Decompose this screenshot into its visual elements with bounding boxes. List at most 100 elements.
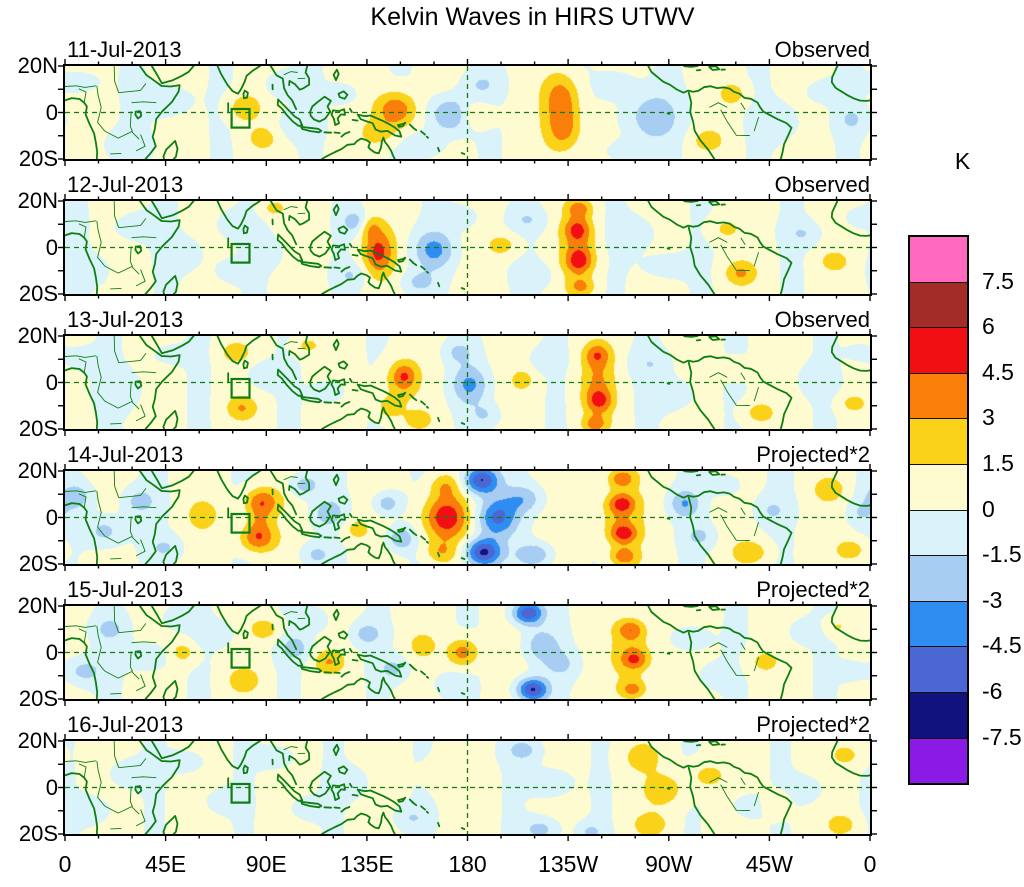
country-border xyxy=(64,355,96,358)
country-border xyxy=(118,83,147,94)
colorbar-tick-label: -3 xyxy=(982,586,1003,613)
coastline xyxy=(276,233,304,262)
colorbar-tick-label: 0 xyxy=(982,495,995,522)
panel-date-label: 12-Jul-2013 xyxy=(67,172,184,197)
coastline xyxy=(139,470,181,565)
coastline xyxy=(683,740,699,743)
y-axis-label: 0 xyxy=(45,234,58,260)
country-border xyxy=(753,116,760,132)
coastline xyxy=(340,401,351,408)
coastline xyxy=(330,108,346,126)
x-axis-label: 135W xyxy=(538,851,599,877)
country-border xyxy=(709,102,728,108)
panel-label-row: 11-Jul-2013 Observed xyxy=(65,37,870,63)
coastline xyxy=(647,335,793,430)
country-border xyxy=(283,71,298,76)
country-border xyxy=(283,746,298,751)
country-border xyxy=(720,109,750,136)
coastline xyxy=(332,68,340,82)
panel-label-row: 15-Jul-2013 Projected*2 xyxy=(65,577,870,603)
coastline-overlay xyxy=(58,734,877,841)
coastline xyxy=(437,551,441,558)
country-border xyxy=(96,220,106,267)
panel-label-row: 14-Jul-2013 Projected*2 xyxy=(65,442,870,468)
country-border xyxy=(131,371,157,374)
coastline xyxy=(687,766,716,835)
country-border xyxy=(283,341,298,346)
coastline xyxy=(460,692,466,695)
coastline xyxy=(337,765,349,775)
coastline xyxy=(425,270,430,274)
colorbar-cell xyxy=(910,691,967,738)
y-axis-label: 0 xyxy=(45,99,58,125)
coastline xyxy=(332,743,340,757)
coastline xyxy=(666,112,671,115)
coastline xyxy=(647,740,793,835)
coastline xyxy=(332,608,340,622)
colorbar-tick-label: -7.5 xyxy=(982,723,1022,750)
y-axis-label: 0 xyxy=(45,504,58,530)
coastline xyxy=(216,605,261,635)
country-border xyxy=(78,88,87,103)
map-panel-6 xyxy=(58,734,877,841)
country-border xyxy=(720,649,750,676)
colorbar-tick-label: 7.5 xyxy=(982,267,1014,294)
colorbar-cell xyxy=(910,600,967,647)
colorbar-unit-label: K xyxy=(954,148,971,174)
country-border xyxy=(110,827,122,830)
coastline xyxy=(340,266,351,273)
country-border xyxy=(104,400,140,410)
country-border xyxy=(129,381,133,402)
coastline xyxy=(687,226,716,295)
x-axis-label: 90W xyxy=(645,851,693,877)
country-border xyxy=(753,251,760,267)
coastline xyxy=(269,335,298,381)
country-border xyxy=(64,85,96,88)
coastline xyxy=(356,113,403,138)
coastline xyxy=(162,815,179,835)
coastline xyxy=(647,65,793,160)
coastline xyxy=(309,770,332,798)
colorbar-cell xyxy=(910,372,967,419)
country-border xyxy=(104,265,140,275)
coastline xyxy=(348,782,353,788)
coastline xyxy=(269,65,298,111)
coastline xyxy=(397,526,407,533)
coastline xyxy=(216,470,261,500)
coastline xyxy=(300,126,323,134)
panel-source-label: Projected*2 xyxy=(756,712,870,737)
country-border xyxy=(131,506,157,509)
coastline xyxy=(242,629,249,640)
coastline xyxy=(397,661,407,668)
y-axis-label: 20N xyxy=(17,323,58,348)
coastline xyxy=(134,110,143,120)
panel-label-row: 13-Jul-2013 Observed xyxy=(65,307,870,333)
map-panel-4 xyxy=(58,464,877,571)
country-border xyxy=(135,269,146,287)
coastline xyxy=(666,652,671,655)
coastline xyxy=(408,123,414,129)
coastline xyxy=(420,130,426,136)
country-border xyxy=(753,386,760,402)
country-border xyxy=(78,763,87,778)
coastline xyxy=(276,638,304,667)
coastline xyxy=(437,821,441,828)
coastline xyxy=(351,254,359,257)
country-border xyxy=(740,372,746,380)
coastline xyxy=(216,65,261,95)
coastline xyxy=(134,650,143,660)
country-border xyxy=(78,493,87,508)
country-border xyxy=(709,372,728,378)
coastline xyxy=(397,121,407,128)
country-border xyxy=(78,223,87,238)
country-border xyxy=(740,102,746,110)
country-border xyxy=(135,809,146,827)
country-border xyxy=(135,404,146,422)
country-border xyxy=(118,488,147,499)
country-border xyxy=(78,628,87,643)
country-border xyxy=(129,786,133,807)
country-border xyxy=(135,674,146,692)
coastline xyxy=(337,225,349,235)
coastline xyxy=(337,360,349,370)
coastline xyxy=(162,140,179,160)
